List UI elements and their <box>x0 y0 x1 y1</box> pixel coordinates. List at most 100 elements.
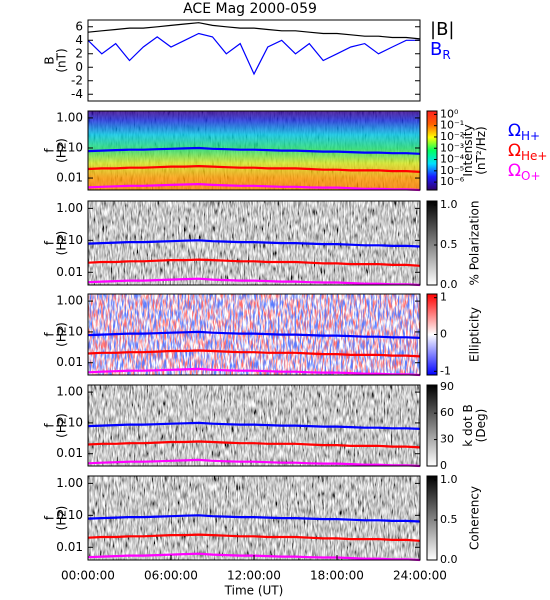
legend-name: Ω <box>508 141 521 161</box>
colorbar-tick-label: -1 <box>440 364 451 377</box>
x-tick-label: 06:00:00 <box>144 569 198 583</box>
colorbar-label: (nT²/Hz) <box>474 126 488 174</box>
legend-subscript: He+ <box>521 149 547 163</box>
x-tick-label: 00:00:00 <box>61 569 115 583</box>
plot-frame <box>87 110 421 191</box>
series-line <box>87 440 421 449</box>
chart-title: ACE Mag 2000-059 <box>183 1 317 17</box>
legend-subscript: H+ <box>521 129 540 143</box>
colorbar-tick-label: 10⁰ <box>440 107 459 120</box>
y-axis-label: (Hz) <box>55 231 69 256</box>
legend-entry: ΩH+ <box>508 121 540 143</box>
y-axis-label: (Hz) <box>55 413 69 438</box>
y-tick-label: 0.01 <box>56 171 83 185</box>
colorbar-tick-label: 0.5 <box>440 238 458 251</box>
colorbar-label: (Deg) <box>474 409 488 443</box>
y-tick-label: 1.00 <box>56 110 83 124</box>
legend-subscript: R <box>442 48 450 62</box>
y-tick-label: 0.10 <box>56 233 83 247</box>
y-tick-label: 2 <box>75 46 83 60</box>
colorbar-tick-label: 0.0 <box>440 553 458 566</box>
y-axis-label: (Hz) <box>55 138 69 163</box>
y-tick-label: 1.00 <box>56 385 83 399</box>
legend-entry: BR <box>430 39 451 62</box>
series-line <box>87 421 421 430</box>
colorbar-tick-label: 10⁻² <box>440 130 464 143</box>
y-axis-label: f <box>43 332 57 337</box>
colorbar <box>426 475 438 561</box>
colorbar-tick-label: 1.0 <box>440 473 458 486</box>
plot-frame <box>87 19 421 102</box>
colorbar-tick-label: 10⁻¹ <box>440 119 464 132</box>
y-tick-label: 0.10 <box>56 508 83 522</box>
y-tick-label: -2 <box>71 73 83 87</box>
series-line <box>87 239 421 248</box>
y-axis-label: f <box>43 515 57 520</box>
colorbar-label: Coherency <box>468 486 482 550</box>
y-tick-label: 0.10 <box>56 415 83 429</box>
y-tick-label: 0.01 <box>56 265 83 279</box>
colorbar-tick-label: 0 <box>440 459 447 472</box>
colorbar <box>426 200 438 286</box>
series-line <box>87 533 421 542</box>
series-line <box>87 164 421 173</box>
x-tick-label: 24:00:00 <box>393 569 447 583</box>
y-tick-label: 0.10 <box>56 324 83 338</box>
y-axis-label: (Hz) <box>55 322 69 347</box>
y-tick-label: 4 <box>75 33 83 47</box>
colorbar-tick-label: 60 <box>440 406 454 419</box>
series-line <box>87 32 420 76</box>
colorbar-tick-label: 10⁻⁶ <box>440 175 465 188</box>
y-axis-label: (Hz) <box>55 506 69 531</box>
colorbar-label: % Polarization <box>468 201 482 286</box>
y-tick-label: 1.00 <box>56 201 83 215</box>
series-line <box>87 349 421 358</box>
y-tick-label: 1.00 <box>56 476 83 490</box>
colorbar-label: k dot B <box>461 404 475 446</box>
colorbar-tick-label: 1 <box>440 291 447 304</box>
y-axis-label: f <box>43 240 57 245</box>
colorbar-label: Ellipticity <box>468 307 482 362</box>
colorbar-tick-label: 0 <box>440 328 447 341</box>
colorbar-tick-label: 0.0 <box>440 278 458 291</box>
legend-name: B <box>430 39 442 60</box>
colorbar <box>426 110 438 191</box>
colorbar-tick-label: 1.0 <box>440 198 458 211</box>
plot-frame <box>87 293 421 376</box>
legend-entry: ΩHe+ <box>508 141 547 163</box>
y-tick-label: 0.10 <box>56 140 83 154</box>
series-line <box>87 146 421 155</box>
colorbar-tick-label: 10⁻⁴ <box>440 153 465 166</box>
series-line <box>87 277 421 287</box>
y-tick-label: 1.00 <box>56 294 83 308</box>
y-tick-label: 0.01 <box>56 446 83 460</box>
colorbar-tick-label: 10⁻⁵ <box>440 164 464 177</box>
legend-entry: ΩO+ <box>508 161 541 183</box>
colorbar-tick-label: 0.5 <box>440 513 458 526</box>
legend-name: Ω <box>508 121 521 141</box>
colorbar <box>426 384 438 467</box>
colorbar-tick-label: 30 <box>440 433 454 446</box>
y-axis-label: (nT) <box>55 48 69 72</box>
legend-subscript: O+ <box>521 169 541 183</box>
colorbar-tick-label: 10⁻³ <box>440 141 464 154</box>
series-line <box>87 458 421 468</box>
x-tick-label: 12:00:00 <box>227 569 281 583</box>
series-line <box>87 330 421 339</box>
y-axis-label: f <box>43 148 57 153</box>
colorbar-tick-label: 90 <box>440 380 454 393</box>
series-line <box>87 182 421 192</box>
plot-frame <box>87 200 421 286</box>
series-line <box>87 367 421 377</box>
plot-frame <box>87 384 421 467</box>
legend-name: Ω <box>508 161 521 181</box>
y-axis-label: B <box>43 56 57 64</box>
x-axis-label: Time (UT) <box>224 584 284 598</box>
colorbar-label: Intensity <box>461 124 475 176</box>
y-tick-label: 0.01 <box>56 355 83 369</box>
series-line <box>87 258 421 267</box>
legend-entry: |B| <box>430 19 454 40</box>
y-tick-label: 0.01 <box>56 540 83 554</box>
y-tick-label: 6 <box>75 19 83 33</box>
